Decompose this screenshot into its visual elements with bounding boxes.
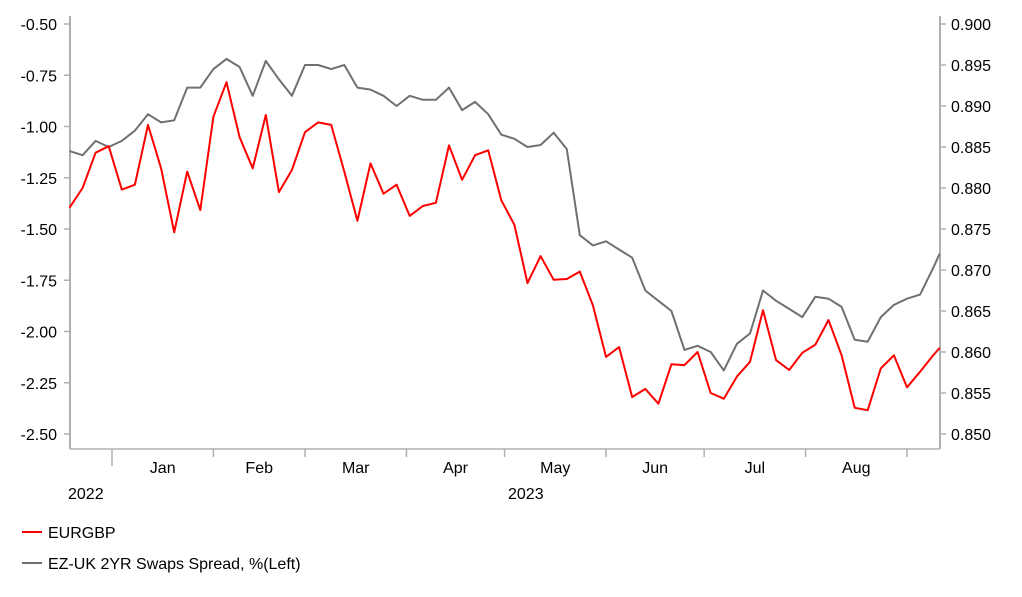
left-tick-label: -1.75 <box>21 273 58 290</box>
right-tick-label: 0.850 <box>951 427 991 444</box>
series-line-swaps-spread <box>69 57 941 372</box>
x-month-label: Jul <box>745 460 765 477</box>
left-tick-label: -1.50 <box>21 222 58 239</box>
right-tick-label: 0.895 <box>951 58 991 75</box>
left-tick-label: -2.50 <box>21 427 58 444</box>
left-tick-label: -1.00 <box>21 120 58 137</box>
series-lines <box>68 57 941 412</box>
right-tick-label: 0.875 <box>951 222 991 239</box>
legend-label-swaps-spread: EZ-UK 2YR Swaps Spread, %(Left) <box>48 556 301 573</box>
right-tick-label: 0.880 <box>951 181 991 198</box>
legend-label-eurgbp: EURGBP <box>48 525 116 542</box>
legend: EURGBP EZ-UK 2YR Swaps Spread, %(Left) <box>22 525 301 573</box>
right-tick-label: 0.860 <box>951 345 991 362</box>
x-month-label: Aug <box>842 460 870 477</box>
left-tick-label: -0.75 <box>21 68 58 85</box>
right-tick-label: 0.870 <box>951 263 991 280</box>
right-tick-label: 0.865 <box>951 304 991 321</box>
left-tick-label: -2.00 <box>21 325 58 342</box>
right-tick-label: 0.885 <box>951 140 991 157</box>
left-tick-label: -0.50 <box>21 17 58 34</box>
x-month-label: Jun <box>642 460 668 477</box>
axes: -0.50 -0.75 -1.00 -1.25 -1.50 -1.75 -2.00 -2.25… <box>21 16 991 503</box>
right-tick-label: 0.900 <box>951 17 991 34</box>
x-month-label: Apr <box>443 460 469 477</box>
x-year-label: 2023 <box>508 486 544 503</box>
series-line-eurgbp <box>68 81 941 412</box>
right-tick-label: 0.855 <box>951 386 991 403</box>
x-month-label: May <box>540 460 570 477</box>
x-month-label: Feb <box>245 460 273 477</box>
left-tick-label: -1.25 <box>21 171 58 188</box>
x-month-label: Jan <box>150 460 176 477</box>
x-year-label: 2022 <box>68 486 104 503</box>
right-tick-label: 0.890 <box>951 99 991 116</box>
left-tick-label: -2.25 <box>21 376 58 393</box>
x-month-label: Mar <box>342 460 370 477</box>
